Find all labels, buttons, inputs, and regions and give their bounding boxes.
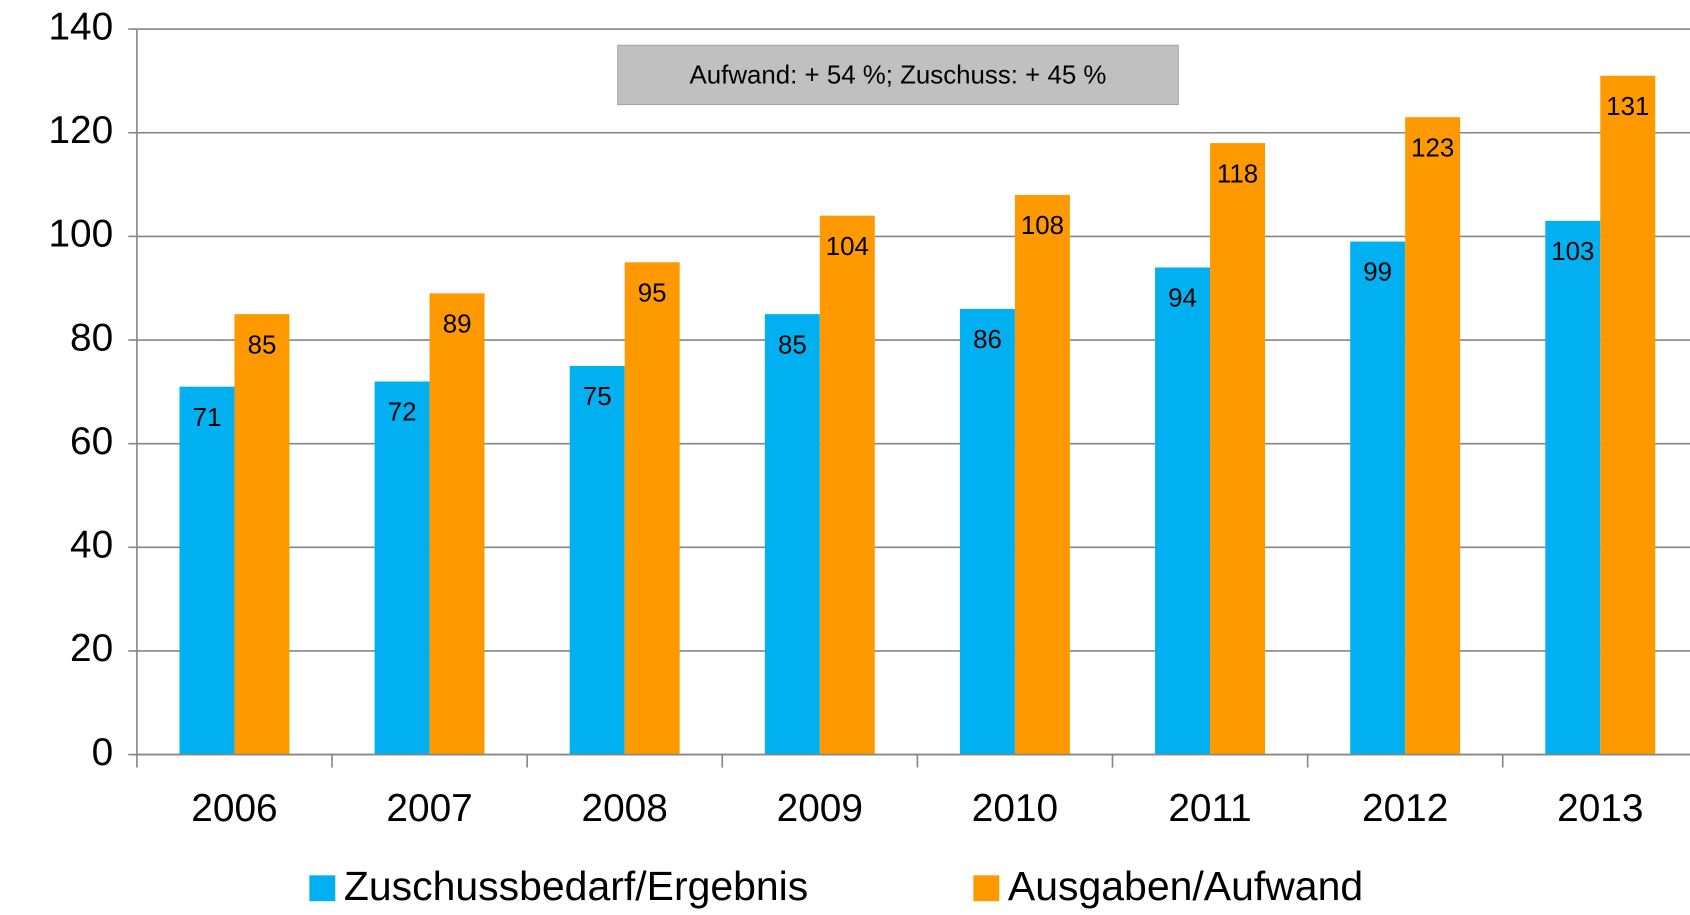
data-label: 85	[248, 331, 277, 359]
bar	[1350, 241, 1406, 755]
bar	[959, 308, 1015, 755]
y-tick-label: 40	[70, 524, 113, 567]
bar	[234, 314, 290, 755]
y-tick-label: 0	[92, 731, 114, 774]
bar	[819, 215, 875, 755]
data-label: 103	[1551, 238, 1594, 266]
bar	[1155, 267, 1211, 755]
bar	[764, 314, 820, 755]
data-label: 118	[1217, 160, 1258, 188]
y-tick-label: 140	[48, 5, 113, 48]
bar	[179, 386, 235, 755]
bar	[374, 381, 430, 755]
data-label: 123	[1411, 134, 1454, 162]
annotation: Aufwand: + 54 %; Zuschuss: + 45 %	[690, 61, 1107, 89]
data-label: 71	[193, 404, 222, 432]
bar	[624, 262, 680, 755]
data-label: 89	[443, 311, 472, 339]
data-label: 85	[778, 331, 807, 359]
bar	[1545, 220, 1601, 755]
data-label: 94	[1168, 285, 1197, 313]
x-tick-label: 2013	[1557, 787, 1643, 830]
bar	[1405, 117, 1461, 755]
bar	[429, 293, 485, 755]
x-tick-label: 2008	[582, 787, 668, 830]
x-tick-label: 2009	[777, 787, 863, 830]
legend-swatch	[309, 875, 336, 902]
bar	[1600, 75, 1656, 755]
legend-label: Zuschussbedarf/Ergebnis	[344, 863, 808, 909]
data-label: 95	[638, 279, 667, 307]
data-label: 131	[1606, 93, 1649, 121]
bar	[1210, 143, 1266, 755]
x-tick-label: 2007	[386, 787, 472, 830]
y-tick-label: 60	[70, 420, 113, 463]
x-tick-label: 2012	[1362, 787, 1448, 830]
data-label: 108	[1021, 212, 1064, 240]
bar	[569, 365, 625, 755]
legend-label: Ausgaben/Aufwand	[1008, 863, 1363, 909]
annotation-box	[617, 44, 1179, 106]
legend-swatch	[973, 875, 1000, 902]
x-tick-label: 2010	[972, 787, 1058, 830]
y-tick-label: 80	[70, 316, 113, 359]
data-label: 99	[1363, 259, 1392, 287]
data-label: 104	[826, 233, 869, 261]
y-tick-label: 20	[70, 627, 113, 670]
x-tick-label: 2006	[191, 787, 277, 830]
y-tick-label: 120	[48, 109, 113, 152]
plot-root: Aufwand: + 54 %; Zuschuss: + 45 % 0 20 40 6…	[48, 5, 1690, 909]
data-label: 75	[583, 383, 612, 411]
data-label: 86	[973, 326, 1002, 354]
y-tick-label: 100	[48, 213, 113, 256]
x-tick-label: 2011	[1168, 787, 1251, 830]
data-label: 72	[388, 399, 417, 427]
bar	[1014, 194, 1070, 755]
